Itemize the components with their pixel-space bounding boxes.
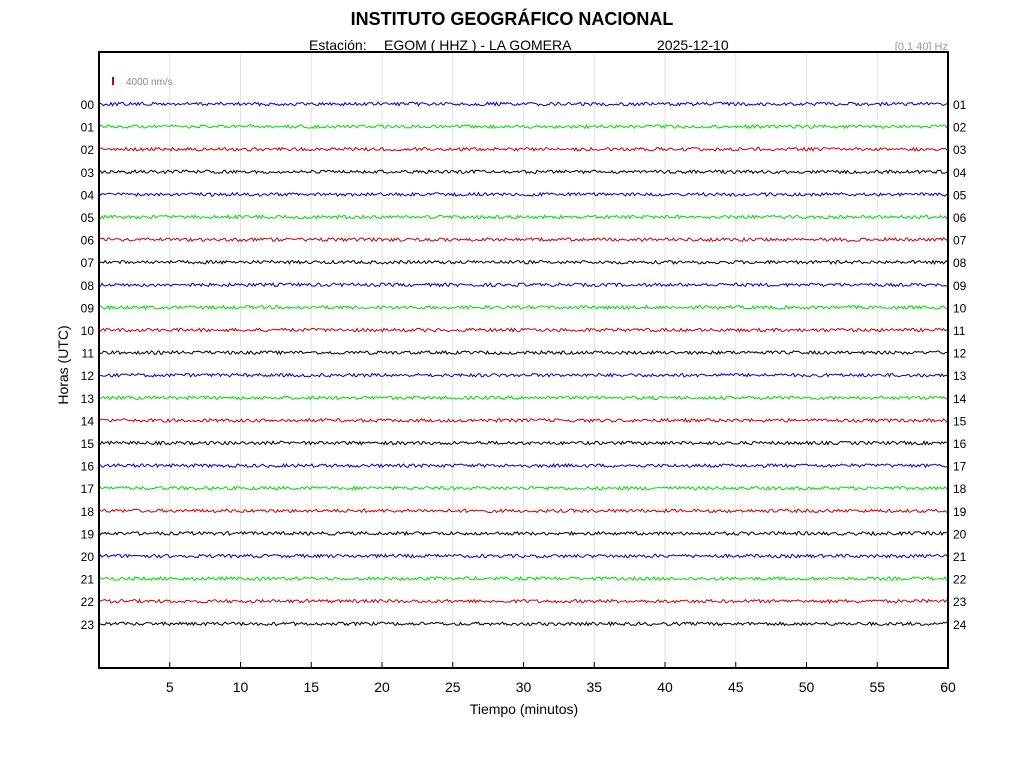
station-name: EGOM ( HHZ ) - LA GOMERA: [384, 37, 572, 53]
trace-hour-01: [98, 123, 949, 130]
y-label-left: 15: [81, 437, 95, 451]
y-label-left: 19: [81, 527, 95, 541]
x-tick-label: 5: [166, 679, 174, 695]
y-label-right: 03: [953, 143, 967, 157]
y-label-right: 23: [953, 595, 967, 609]
y-label-left: 13: [81, 392, 95, 406]
x-tick-label: 20: [374, 679, 390, 695]
y-label-right: 17: [953, 460, 967, 474]
x-tick-label: 40: [657, 679, 673, 695]
trace-hour-20: [98, 553, 949, 559]
y-label-left: 21: [81, 573, 95, 587]
trace-hour-12: [98, 372, 949, 378]
y-label-left: 01: [81, 121, 95, 135]
y-label-left: 17: [81, 482, 95, 496]
y-label-right: 07: [953, 234, 967, 248]
y-label-right: 16: [953, 437, 967, 451]
date-label: 2025-12-10: [657, 37, 729, 53]
y-label-right: 20: [953, 527, 967, 541]
trace-hour-09: [98, 304, 949, 311]
y-label-right: 15: [953, 414, 967, 428]
y-label-right: 09: [953, 279, 967, 293]
y-label-right: 02: [953, 121, 967, 135]
y-label-left: 20: [81, 550, 95, 564]
x-tick-label: 35: [586, 679, 602, 695]
y-label-right: 05: [953, 188, 967, 202]
scale-bar-label: 4000 nm/s: [126, 77, 173, 88]
y-label-left: 08: [81, 279, 95, 293]
trace-hour-03: [98, 169, 949, 175]
y-label-right: 18: [953, 482, 967, 496]
y-label-left: 00: [81, 98, 95, 112]
trace-hour-06: [98, 236, 948, 243]
y-label-left: 06: [81, 234, 95, 248]
y-label-left: 23: [81, 618, 95, 632]
y-label-left: 16: [81, 460, 95, 474]
y-label-right: 22: [953, 573, 967, 587]
y-label-left: 03: [81, 166, 95, 180]
trace-hour-00: [98, 101, 949, 107]
x-tick-label: 45: [728, 679, 744, 695]
trace-hour-17: [98, 485, 949, 491]
y-label-left: 11: [82, 347, 95, 361]
x-axis-label: Tiempo (minutos): [470, 701, 578, 717]
y-label-right: 14: [953, 392, 967, 406]
y-label-right: 10: [953, 301, 967, 315]
y-label-left: 02: [81, 143, 95, 157]
trace-hour-08: [98, 282, 949, 288]
y-label-right: 01: [953, 98, 967, 112]
x-tick-label: 60: [940, 679, 956, 695]
trace-hour-13: [98, 395, 949, 401]
y-label-right: 24: [953, 618, 967, 632]
y-label-right: 04: [953, 166, 967, 180]
x-tick-label: 25: [445, 679, 461, 695]
chart-title: INSTITUTO GEOGRÁFICO NACIONAL: [350, 9, 674, 29]
trace-hour-10: [98, 327, 949, 333]
y-label-right: 12: [953, 347, 967, 361]
trace-hour-04: [98, 191, 949, 198]
y-label-right: 21: [953, 550, 967, 564]
trace-hour-14: [98, 417, 949, 424]
y-label-left: 14: [81, 414, 95, 428]
y-label-left: 09: [81, 301, 95, 315]
y-label-right: 19: [953, 505, 967, 519]
x-tick-label: 30: [516, 679, 532, 695]
y-label-left: 12: [81, 369, 95, 383]
trace-hour-19: [98, 530, 949, 537]
x-tick-label: 55: [869, 679, 885, 695]
x-tick-label: 15: [303, 679, 319, 695]
y-label-left: 05: [81, 211, 95, 225]
y-label-left: 18: [81, 505, 95, 519]
y-label-right: 08: [953, 256, 967, 270]
y-axis-label: Horas (UTC): [55, 325, 71, 404]
station-label: Estación:: [309, 37, 367, 53]
trace-hour-23: [98, 620, 949, 627]
trace-hour-21: [98, 575, 949, 582]
trace-hour-05: [98, 214, 949, 220]
trace-hour-02: [98, 146, 949, 153]
y-label-left: 10: [81, 324, 95, 338]
y-label-right: 11: [953, 324, 966, 338]
trace-hour-18: [98, 507, 949, 514]
trace-hour-07: [98, 259, 949, 266]
trace-hour-22: [98, 598, 949, 605]
trace-hour-11: [98, 349, 949, 356]
y-label-left: 22: [81, 595, 95, 609]
y-label-left: 07: [81, 256, 95, 270]
y-label-right: 13: [953, 369, 967, 383]
x-tick-label: 10: [233, 679, 249, 695]
trace-hour-15: [98, 440, 948, 446]
y-label-right: 06: [953, 211, 967, 225]
trace-hour-16: [98, 462, 949, 469]
x-tick-label: 50: [799, 679, 815, 695]
filter-band-label: [0.1 40] Hz: [894, 41, 948, 53]
y-label-left: 04: [81, 188, 95, 202]
